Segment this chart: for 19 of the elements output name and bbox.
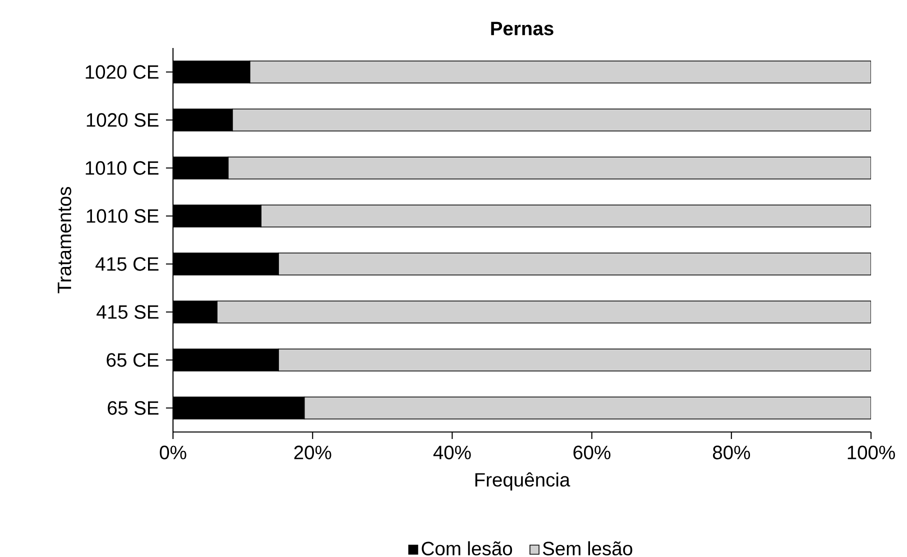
- y-tick-label: 65 SE: [108, 401, 158, 415]
- y-tick-label: 1020 CE: [86, 65, 158, 79]
- y-axis-title: Tratamentos: [58, 186, 72, 294]
- x-tick-label: 80%: [712, 446, 750, 460]
- chart-title: Pernas: [491, 22, 554, 36]
- y-tick-label: 1010 SE: [86, 209, 158, 223]
- legend-label: Com lesão: [422, 541, 512, 556]
- y-tick-label: 1010 CE: [86, 161, 158, 175]
- y-tick-label: 415 CE: [96, 257, 158, 271]
- x-tick-label: 100%: [848, 446, 895, 460]
- x-tick-label: 40%: [433, 446, 471, 460]
- x-tick-label: 60%: [574, 446, 610, 460]
- y-tick-label: 1020 SE: [86, 113, 158, 127]
- x-axis-title: Frequência: [475, 472, 570, 490]
- y-tick-label: 415 SE: [96, 305, 158, 319]
- x-tick-label: 0%: [160, 446, 186, 460]
- legend-label: Sem lesão: [542, 541, 632, 556]
- y-tick-label: 65 CE: [106, 353, 158, 367]
- x-tick-label: 20%: [294, 446, 332, 460]
